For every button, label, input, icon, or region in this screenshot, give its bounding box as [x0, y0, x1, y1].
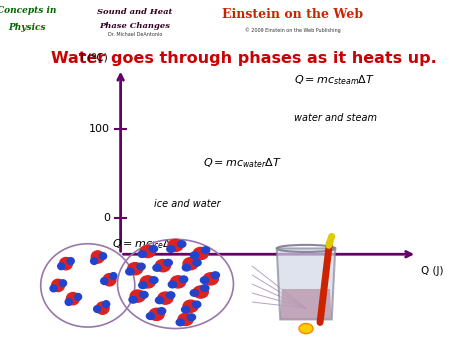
Text: Sound and Heat: Sound and Heat — [97, 8, 173, 17]
Text: Physics: Physics — [8, 23, 46, 32]
Circle shape — [200, 277, 209, 284]
Circle shape — [59, 258, 72, 270]
Circle shape — [168, 281, 176, 288]
Circle shape — [171, 276, 185, 288]
Circle shape — [129, 296, 137, 303]
Circle shape — [155, 297, 164, 304]
Circle shape — [146, 313, 155, 319]
Circle shape — [91, 251, 104, 263]
Circle shape — [140, 276, 155, 288]
Polygon shape — [277, 248, 335, 319]
Ellipse shape — [299, 323, 313, 334]
Circle shape — [176, 319, 184, 326]
Circle shape — [149, 308, 164, 320]
Circle shape — [193, 301, 201, 308]
Text: Dr. Michael DeAntonio: Dr. Michael DeAntonio — [108, 32, 162, 37]
Circle shape — [110, 273, 117, 280]
Circle shape — [99, 253, 107, 260]
Text: © 2009 Einstein on the Web Publishing: © 2009 Einstein on the Web Publishing — [245, 27, 340, 33]
Text: 1: 1 — [11, 308, 23, 326]
Circle shape — [158, 308, 166, 314]
Text: Water goes through phases as it heats up.: Water goes through phases as it heats up… — [50, 51, 436, 66]
Circle shape — [193, 286, 208, 298]
Circle shape — [103, 273, 116, 286]
Circle shape — [155, 260, 171, 272]
Circle shape — [65, 299, 72, 306]
Circle shape — [164, 259, 172, 266]
Circle shape — [158, 292, 173, 304]
Circle shape — [183, 258, 198, 270]
Circle shape — [67, 258, 74, 264]
Circle shape — [153, 265, 161, 271]
Text: $Q = mc_{steam}\Delta T$: $Q = mc_{steam}\Delta T$ — [293, 73, 374, 87]
Circle shape — [139, 282, 147, 289]
Text: Q (J): Q (J) — [421, 266, 444, 276]
Circle shape — [193, 247, 208, 260]
Circle shape — [96, 302, 109, 314]
Circle shape — [59, 280, 67, 287]
Text: Phase Changes: Phase Changes — [99, 22, 171, 30]
Text: Einstein on the Web: Einstein on the Web — [222, 8, 363, 21]
Circle shape — [90, 258, 98, 264]
Circle shape — [202, 247, 210, 254]
Circle shape — [190, 252, 199, 259]
Circle shape — [193, 259, 201, 266]
Circle shape — [190, 290, 198, 296]
Circle shape — [166, 292, 175, 298]
Circle shape — [211, 272, 220, 279]
Circle shape — [168, 239, 183, 251]
Circle shape — [52, 279, 64, 292]
Circle shape — [178, 241, 186, 247]
Circle shape — [58, 263, 65, 270]
Circle shape — [50, 285, 57, 292]
Circle shape — [140, 245, 155, 258]
Circle shape — [94, 306, 101, 312]
Circle shape — [101, 278, 108, 285]
Text: $Q = mc_{ice}\Delta T$: $Q = mc_{ice}\Delta T$ — [112, 238, 180, 251]
Circle shape — [150, 277, 158, 284]
Circle shape — [181, 306, 190, 313]
Text: water and steam: water and steam — [293, 113, 377, 123]
Polygon shape — [280, 289, 332, 319]
Text: T (ºC): T (ºC) — [78, 53, 108, 63]
Circle shape — [203, 273, 218, 285]
Text: 0: 0 — [104, 213, 110, 223]
Circle shape — [138, 251, 146, 258]
Circle shape — [187, 314, 196, 320]
Circle shape — [183, 300, 198, 312]
Text: 100: 100 — [89, 124, 110, 134]
Circle shape — [128, 263, 143, 275]
Text: ice and water: ice and water — [153, 199, 220, 209]
Circle shape — [103, 301, 110, 308]
Circle shape — [67, 292, 79, 305]
Circle shape — [178, 313, 193, 325]
Circle shape — [182, 264, 191, 271]
Text: $Q = mc_{water}\Delta T$: $Q = mc_{water}\Delta T$ — [203, 157, 282, 170]
Circle shape — [75, 293, 81, 300]
Circle shape — [126, 268, 134, 275]
Circle shape — [130, 290, 145, 302]
Circle shape — [149, 245, 158, 252]
Text: Concepts in: Concepts in — [0, 6, 57, 16]
Circle shape — [180, 276, 188, 283]
Circle shape — [140, 291, 148, 298]
Circle shape — [167, 246, 175, 252]
Circle shape — [201, 285, 209, 291]
Circle shape — [137, 263, 145, 270]
